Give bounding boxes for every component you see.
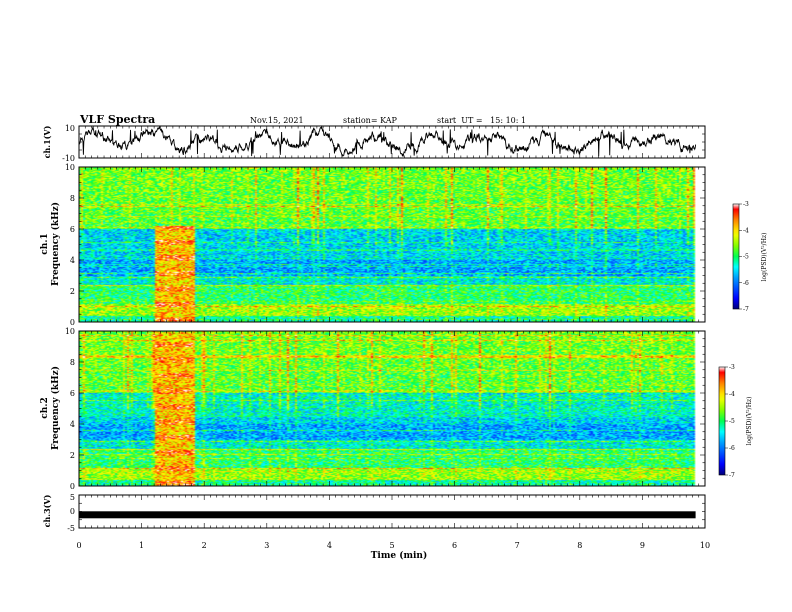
y-tick-label: 10 [65, 327, 75, 336]
y-tick-label: 6 [70, 389, 75, 398]
x-tick-label: 6 [452, 541, 457, 550]
ch3-waveform-line [79, 511, 696, 519]
date-label: Nov.15, 2021 [250, 116, 304, 125]
colorbar-tick-label: -3 [743, 201, 749, 208]
ch3-ytick-top: 5 [70, 493, 75, 502]
colorbar-tick-label: -6 [743, 280, 749, 287]
y-tick-label: 2 [70, 451, 75, 460]
ch2-spectrogram-ylabel: Frequency (kHz) [50, 366, 61, 450]
ch1-ytick-bottom: -10 [62, 154, 75, 163]
x-tick-label: 7 [515, 541, 520, 550]
x-tick-label: 4 [327, 541, 332, 550]
x-tick-label: 9 [640, 541, 645, 550]
colorbar-tick-label: -4 [729, 391, 735, 398]
y-tick-label: 4 [70, 256, 75, 265]
x-tick-label: 3 [264, 541, 269, 550]
colorbar-tick-label: -6 [729, 445, 735, 452]
ch1-waveform-line [78, 125, 697, 157]
station-label: station= KAP [343, 116, 398, 125]
ch3-waveform-ylabel: ch.3(V) [42, 494, 52, 527]
colorbar-tick-label: -7 [743, 306, 749, 313]
ch2-spectrogram-image [79, 331, 705, 486]
y-tick-label: 6 [70, 225, 75, 234]
colorbar-tick-label: -4 [743, 227, 749, 234]
ch1-spectrogram-image [79, 167, 705, 322]
y-tick-label: 4 [70, 420, 75, 429]
ch3-waveform-panel: 5 0 -5 ch.3(V) [42, 493, 706, 533]
start-time-label: start UT = 15: 10: 1 [437, 116, 526, 125]
y-tick-label: 8 [70, 358, 75, 367]
y-tick-label: 0 [70, 318, 75, 327]
ch1-colorbar [733, 204, 739, 309]
ch1-waveform-ylabel: ch.1(V) [42, 125, 52, 158]
colorbar-tick-label: -5 [729, 418, 735, 425]
ch1-colorbar-label: log(PSD)(V²/Hz) [761, 233, 768, 282]
y-tick-label: 8 [70, 194, 75, 203]
y-tick-label: 2 [70, 287, 75, 296]
x-tick-label: 8 [577, 541, 582, 550]
ch2-colorbar [719, 367, 725, 475]
x-tick-label: 5 [389, 541, 394, 550]
ch2-colorbar-label: log(PSD)(V²/Hz) [746, 397, 753, 446]
ch1-spectrogram-ylabel-channel: ch.1 [40, 233, 50, 254]
x-axis-label: Time (min) [371, 550, 428, 561]
x-tick-label: 2 [202, 541, 207, 550]
x-tick-label: 10 [700, 541, 710, 550]
y-tick-label: 0 [70, 482, 75, 491]
ch1-spectrogram-ylabel: Frequency (kHz) [50, 202, 61, 286]
ch3-ytick-bottom: -5 [67, 524, 75, 533]
colorbar-tick-label: -5 [743, 254, 749, 261]
y-tick-label: 10 [65, 163, 75, 172]
ch1-ytick-top: 10 [65, 124, 75, 133]
x-axis-tick-labels: 0 1 2 3 4 5 6 7 8 9 10 [76, 541, 710, 550]
ch3-ytick-middle: 0 [70, 507, 75, 516]
x-tick-label: 0 [76, 541, 81, 550]
x-tick-label: 1 [139, 541, 144, 550]
figure-title: VLF Spectra [79, 113, 155, 126]
ch2-spectrogram-ylabel-channel: ch.2 [40, 397, 50, 418]
colorbar-tick-label: -7 [729, 472, 735, 479]
colorbar-tick-label: -3 [729, 364, 735, 371]
ch1-waveform-panel: 10 -10 ch.1(V) [42, 124, 706, 163]
